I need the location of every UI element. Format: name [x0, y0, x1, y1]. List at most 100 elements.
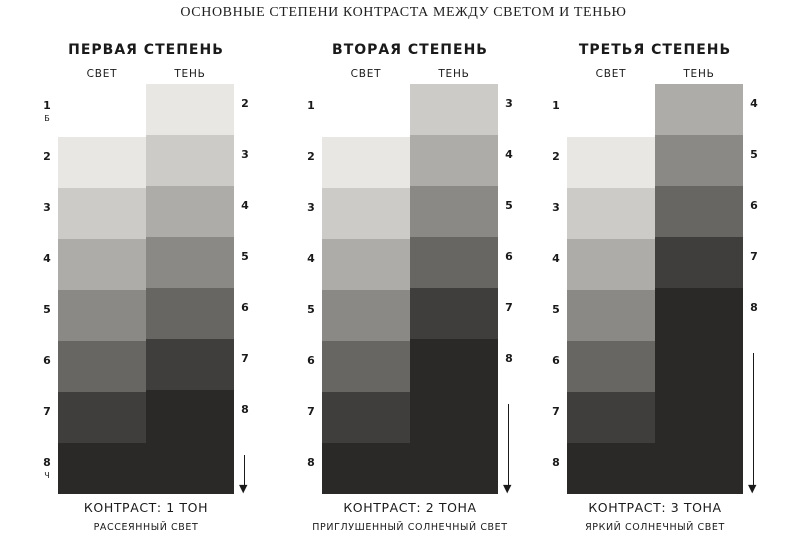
- light-tone-number: 2: [307, 150, 315, 163]
- shadow-swatch-4: [410, 135, 498, 186]
- light-tone-number: 6: [43, 354, 51, 367]
- shadow-tone-number: 2: [241, 97, 249, 110]
- light-column-label: СВЕТ: [350, 68, 382, 80]
- contrast-label: КОНТРАСТ: 3 ТОНА: [588, 500, 722, 515]
- light-column: [322, 0, 410, 537]
- shadow-tone-number: 7: [241, 352, 249, 365]
- light-tone-number: 2: [43, 150, 51, 163]
- light-tone-number: 8: [307, 456, 315, 469]
- light-tone-number: 3: [43, 201, 51, 214]
- down-arrow: [753, 353, 754, 488]
- shadow-swatch-3: [146, 135, 234, 186]
- light-swatch-6: [58, 341, 146, 392]
- shadow-swatch-4: [146, 186, 234, 237]
- light-swatch-6: [567, 341, 655, 392]
- light-tone-number: 5: [552, 303, 560, 316]
- light-swatch-4: [322, 239, 410, 290]
- light-swatch-2: [567, 137, 655, 188]
- light-swatch-1: [322, 86, 410, 137]
- shadow-column: [146, 0, 234, 537]
- light-tone-number: 1: [552, 99, 560, 112]
- light-swatch-8: [58, 443, 146, 494]
- light-swatch-4: [58, 239, 146, 290]
- light-column-label: СВЕТ: [595, 68, 627, 80]
- shadow-swatch-6: [146, 288, 234, 339]
- light-swatch-2: [322, 137, 410, 188]
- shadow-tone-number: 4: [750, 97, 758, 110]
- shadow-tone-number: 6: [750, 199, 758, 212]
- light-tone-number: 2: [552, 150, 560, 163]
- shadow-column: [410, 0, 498, 537]
- light-tone-number: 8: [552, 456, 560, 469]
- light-tone-number: 6: [552, 354, 560, 367]
- light-swatch-3: [58, 188, 146, 239]
- shadow-swatch-7: [410, 288, 498, 339]
- light-tone-number: 3: [307, 201, 315, 214]
- lighting-caption: РАССЕЯННЫЙ СВЕТ: [93, 522, 199, 533]
- light-tone-number: 4: [43, 252, 51, 265]
- light-swatch-2: [58, 137, 146, 188]
- panel-title: ПЕРВАЯ СТЕПЕНЬ: [68, 42, 224, 58]
- panel-2: ВТОРАЯ СТЕПЕНЬ СВЕТ ТЕНЬ 1 2 3 4 5 6 7 8 3 4 5 6 7 8 ▼ КОН…: [280, 0, 540, 537]
- panel-3: ТРЕТЬЯ СТЕПЕНЬ СВЕТ ТЕНЬ 1 2 3 4 5 6 7 8 4 5 6 7 8 ▼ КОНТ…: [525, 0, 785, 537]
- light-tone-number: 5: [43, 303, 51, 316]
- shadow-tone-number: 3: [241, 148, 249, 161]
- light-tone-number: 7: [307, 405, 315, 418]
- light-tone-number: 4: [307, 252, 315, 265]
- shadow-tone-number: 8: [750, 301, 758, 314]
- contrast-label: КОНТРАСТ: 1 ТОН: [83, 500, 209, 515]
- light-swatch-3: [567, 188, 655, 239]
- light-tone-number: 3: [552, 201, 560, 214]
- down-arrow-head: ▼: [239, 482, 248, 495]
- shadow-swatch-2: [146, 84, 234, 135]
- panel-1: ПЕРВАЯ СТЕПЕНЬ СВЕТ ТЕНЬ 1 2 3 4 5 6 7 8 Б Ч 2 3 4 5 6 7 8 ▼…: [16, 0, 276, 537]
- shadow-swatch-7: [146, 339, 234, 390]
- panel-title: ТРЕТЬЯ СТЕПЕНЬ: [578, 42, 732, 58]
- down-arrow-head: ▼: [503, 482, 512, 495]
- light-tone-number: 7: [552, 405, 560, 418]
- shadow-tone-number: 5: [750, 148, 758, 161]
- light-swatch-1: [58, 86, 146, 137]
- light-column-label: СВЕТ: [86, 68, 118, 80]
- light-swatch-5: [567, 290, 655, 341]
- light-swatch-8: [322, 443, 410, 494]
- shadow-tone-number: 4: [505, 148, 513, 161]
- light-sub-label-bottom: Ч: [44, 471, 50, 480]
- shadow-tone-number: 8: [241, 403, 249, 416]
- shadow-swatch-6: [655, 186, 743, 237]
- light-tone-number: 4: [552, 252, 560, 265]
- down-arrow: [508, 404, 509, 488]
- shadow-column: [655, 0, 743, 537]
- shadow-column-label: ТЕНЬ: [174, 68, 206, 80]
- light-swatch-3: [322, 188, 410, 239]
- panel-title: ВТОРАЯ СТЕПЕНЬ: [332, 42, 488, 58]
- light-swatch-4: [567, 239, 655, 290]
- light-swatch-1: [567, 86, 655, 137]
- down-arrow: [244, 455, 245, 488]
- shadow-column-label: ТЕНЬ: [438, 68, 470, 80]
- shadow-swatch-3: [410, 84, 498, 135]
- light-swatch-7: [567, 392, 655, 443]
- light-tone-number: 7: [43, 405, 51, 418]
- shadow-tone-number: 6: [505, 250, 513, 263]
- light-tone-number: 8: [43, 456, 51, 469]
- light-swatch-6: [322, 341, 410, 392]
- shadow-tone-number: 5: [505, 199, 513, 212]
- light-tone-number: 6: [307, 354, 315, 367]
- light-swatch-7: [322, 392, 410, 443]
- shadow-swatch-5: [655, 135, 743, 186]
- light-tone-number: 5: [307, 303, 315, 316]
- shadow-tone-number: 8: [505, 352, 513, 365]
- shadow-swatch-4: [655, 84, 743, 135]
- shadow-swatch-7: [655, 237, 743, 288]
- shadow-swatch-5: [410, 186, 498, 237]
- light-column: [567, 0, 655, 537]
- shadow-tone-number: 7: [750, 250, 758, 263]
- shadow-tone-number: 6: [241, 301, 249, 314]
- shadow-swatch-5: [146, 237, 234, 288]
- shadow-swatch-6: [410, 237, 498, 288]
- light-sub-label-top: Б: [44, 114, 50, 123]
- lighting-caption: ЯРКИЙ СОЛНЕЧНЫЙ СВЕТ: [585, 522, 725, 533]
- shadow-tone-number: 4: [241, 199, 249, 212]
- light-tone-number: 1: [43, 99, 51, 112]
